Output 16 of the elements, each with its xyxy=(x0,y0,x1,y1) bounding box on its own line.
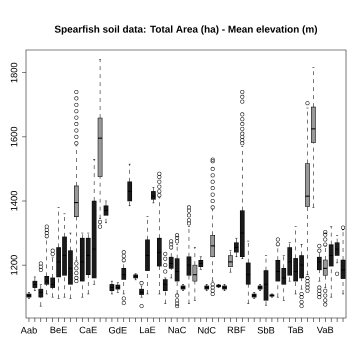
x-tick-label: TaB xyxy=(288,326,304,334)
chart-title: Spearfish soil data: Total Area (ha) - Mean elevation (m) xyxy=(54,25,318,35)
x-tick-label: Aab xyxy=(20,326,37,334)
x-tick-label: CaE xyxy=(80,326,97,334)
y-tick-label: 1600 xyxy=(10,126,18,147)
y-tick-label: 1800 xyxy=(10,62,18,82)
x-tick-label: LaE xyxy=(140,326,156,334)
x-tick-label: NaC xyxy=(168,326,186,334)
x-tick-label: SbB xyxy=(258,326,274,334)
x-tick-label: GdE xyxy=(109,326,127,334)
y-tick-label: 1400 xyxy=(10,191,18,211)
x-tick-label: RBF xyxy=(228,326,246,334)
y-tick-label: 1200 xyxy=(10,255,18,275)
x-tick-label: VaB xyxy=(316,326,334,334)
x-tick-label: BeE xyxy=(50,326,67,334)
x-tick-label: NdC xyxy=(198,326,216,334)
